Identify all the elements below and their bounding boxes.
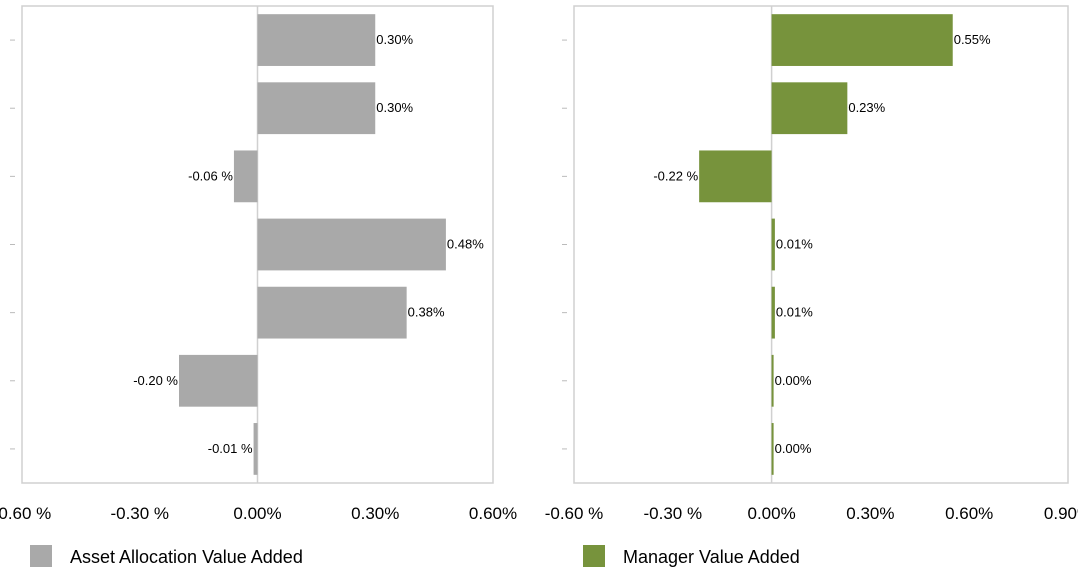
legend-swatch xyxy=(30,545,52,567)
bar xyxy=(179,354,258,407)
bar xyxy=(257,82,376,135)
x-tick-label: -0.30 % xyxy=(110,504,169,523)
data-label: 0.55% xyxy=(954,32,991,47)
data-label: 0.01% xyxy=(776,237,813,252)
data-label: 0.48% xyxy=(447,237,484,252)
x-tick-label: 0.00% xyxy=(233,504,281,523)
bar xyxy=(257,218,446,271)
legend-label: Manager Value Added xyxy=(623,547,800,567)
chart-panel-2: 0.55% 0.23% -0.22 % 0.01% 0.01% 0.00% 0.00% -0.… xyxy=(545,5,1078,567)
data-label: -0.01 % xyxy=(208,441,253,456)
bar xyxy=(257,14,376,66)
bar xyxy=(257,286,407,339)
plot-frame xyxy=(573,5,1069,484)
bar xyxy=(253,423,258,475)
bar xyxy=(699,150,772,203)
data-label: -0.20 % xyxy=(133,373,178,388)
x-tick-label: -0.30 % xyxy=(644,504,703,523)
legend-swatch xyxy=(583,545,605,567)
data-label: 0.00% xyxy=(775,373,812,388)
data-label: 0.01% xyxy=(776,305,813,320)
bar xyxy=(771,82,848,135)
bar xyxy=(771,14,953,66)
x-tick-label: -0.60 % xyxy=(545,504,604,523)
data-label: 0.00% xyxy=(775,441,812,456)
x-tick-label: 0.00% xyxy=(747,504,795,523)
x-tick-label: -0.60 % xyxy=(0,504,51,523)
x-tick-label: 0.60% xyxy=(945,504,993,523)
x-tick-label: 0.90% xyxy=(1044,504,1078,523)
chart-panel-1: 0.30% 0.30% -0.06 % 0.48% 0.38% -0.20 % -0.01 … xyxy=(0,5,517,567)
bar xyxy=(771,354,774,407)
bar xyxy=(233,150,258,203)
data-label: 0.23% xyxy=(848,100,885,115)
x-tick-label: 0.30% xyxy=(846,504,894,523)
x-tick-label: 0.60% xyxy=(469,504,517,523)
data-label: 0.30% xyxy=(376,100,413,115)
legend-label: Asset Allocation Value Added xyxy=(70,547,303,567)
bar xyxy=(771,286,775,339)
bar xyxy=(771,218,775,271)
bar xyxy=(771,423,774,475)
data-label: -0.22 % xyxy=(653,168,698,183)
data-label: -0.06 % xyxy=(188,168,233,183)
data-label: 0.38% xyxy=(408,305,445,320)
x-tick-label: 0.30% xyxy=(351,504,399,523)
data-label: 0.30% xyxy=(376,32,413,47)
